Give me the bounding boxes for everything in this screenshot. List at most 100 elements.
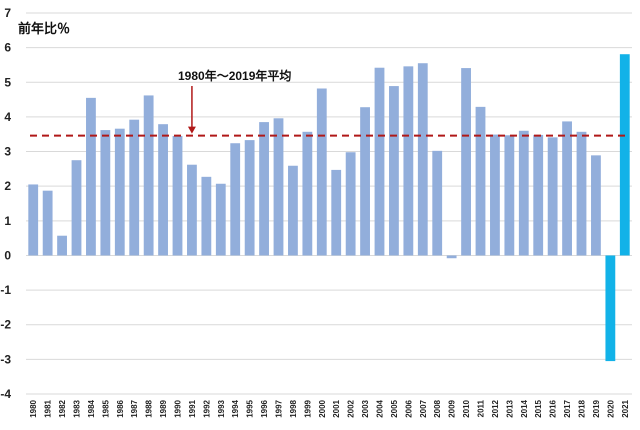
y-axis-label: 前年比％ xyxy=(18,21,70,36)
x-tick-label: 1985 xyxy=(101,399,110,417)
bar-2007 xyxy=(417,63,428,256)
x-tick-label: 1992 xyxy=(202,399,211,417)
bar-2009 xyxy=(446,255,457,259)
bar-2001 xyxy=(331,169,342,256)
x-tick-label: 1999 xyxy=(303,399,312,417)
bar-2018 xyxy=(576,131,587,256)
x-tick-label: 2007 xyxy=(419,399,428,417)
x-tick-label: 2019 xyxy=(592,399,601,417)
bar-1982 xyxy=(57,235,67,256)
x-tick-label: 1998 xyxy=(289,399,298,417)
y-tick-label: 5 xyxy=(4,75,11,89)
y-tick-label: 1 xyxy=(4,214,11,228)
bar-2021 xyxy=(619,54,630,256)
y-tick-label: 7 xyxy=(4,6,11,20)
x-tick-label: 2018 xyxy=(578,399,587,417)
bar-2005 xyxy=(389,86,399,256)
x-tick-label: 2001 xyxy=(332,399,341,417)
bar-2000 xyxy=(316,88,327,256)
x-tick-label: 2017 xyxy=(563,399,572,417)
x-tick-label: 1990 xyxy=(174,399,183,417)
y-tick-label: -3 xyxy=(0,352,11,366)
x-tick-label: 2014 xyxy=(520,399,529,417)
bar-1986 xyxy=(114,128,125,256)
y-tick-label: 0 xyxy=(4,248,11,262)
x-tick-label: 2011 xyxy=(477,399,486,417)
bar-2011 xyxy=(475,106,486,256)
bar-1983 xyxy=(71,160,82,256)
bar-1993 xyxy=(215,183,226,256)
bar-2010 xyxy=(461,68,471,256)
bars xyxy=(28,54,630,362)
bar-2004 xyxy=(374,67,385,256)
x-tick-label: 1987 xyxy=(130,399,139,417)
x-tick-label: 1986 xyxy=(116,399,125,417)
bar-2014 xyxy=(518,130,529,256)
x-tick-label: 1988 xyxy=(145,399,154,417)
x-tick-label: 2000 xyxy=(318,399,327,417)
x-tick-label: 1997 xyxy=(275,399,284,417)
x-tick-label: 2015 xyxy=(534,399,543,417)
bar-2016 xyxy=(547,137,558,256)
bar-1995 xyxy=(244,140,255,256)
bar-1997 xyxy=(273,118,284,256)
bar-1994 xyxy=(230,143,241,256)
x-tick-label: 2008 xyxy=(433,399,442,417)
bar-1999 xyxy=(302,131,313,256)
x-tick-label: 2012 xyxy=(491,399,500,417)
x-tick-label: 1994 xyxy=(231,399,240,417)
x-tick-label: 1995 xyxy=(246,399,255,417)
bar-1981 xyxy=(42,190,53,256)
x-tick-label: 1996 xyxy=(260,399,269,417)
x-axis-ticks: 1980 1981 1982 1983 1984 1985 1986 1987 1988 1989… xyxy=(29,399,630,417)
x-tick-label: 1982 xyxy=(58,399,67,417)
x-tick-label: 2004 xyxy=(376,399,385,417)
x-tick-label: 2021 xyxy=(621,399,630,417)
y-axis-ticks: -4 -3 -2 -1 0 1 2 3 4 5 6 7 xyxy=(0,6,11,401)
average-annotation-label: 1980年～2019年平均 xyxy=(178,68,291,83)
y-tick-label: 4 xyxy=(4,110,11,124)
x-tick-label: 1991 xyxy=(188,399,197,417)
x-tick-label: 2016 xyxy=(549,399,558,417)
x-tick-label: 2020 xyxy=(606,399,615,417)
bar-1990 xyxy=(172,135,183,256)
bar-1987 xyxy=(129,119,140,256)
bar-2017 xyxy=(562,121,572,256)
grid-lines xyxy=(26,12,632,395)
bar-1985 xyxy=(100,130,111,256)
bar-2013 xyxy=(504,135,515,256)
bar-2020 xyxy=(605,255,616,362)
x-tick-label: 2013 xyxy=(505,399,514,417)
x-tick-label: 1981 xyxy=(44,399,53,417)
bar-1988 xyxy=(143,95,154,256)
x-tick-label: 1993 xyxy=(217,399,226,417)
annotation-arrowhead xyxy=(187,126,196,134)
x-tick-label: 2010 xyxy=(462,399,471,417)
x-tick-label: 2003 xyxy=(361,399,370,417)
bar-1991 xyxy=(187,164,197,256)
bar-1980 xyxy=(28,184,39,256)
bar-1984 xyxy=(86,97,96,256)
x-tick-label: 1989 xyxy=(159,399,168,417)
y-tick-label: 2 xyxy=(4,179,11,193)
y-tick-label: 3 xyxy=(4,145,11,159)
bar-1996 xyxy=(259,122,269,256)
bar-2019 xyxy=(591,155,601,256)
x-tick-label: 2005 xyxy=(390,399,399,417)
bar-1992 xyxy=(201,176,212,256)
x-tick-label: 2006 xyxy=(404,399,413,417)
x-tick-label: 1983 xyxy=(73,399,82,417)
bar-1989 xyxy=(158,124,168,256)
y-tick-label: 6 xyxy=(4,41,11,55)
x-tick-label: 1980 xyxy=(29,399,38,417)
bar-1998 xyxy=(288,165,298,256)
bar-2002 xyxy=(345,152,356,256)
bar-2008 xyxy=(432,150,443,256)
y-tick-label: -4 xyxy=(0,387,11,401)
bar-2003 xyxy=(360,107,370,256)
y-tick-label: -2 xyxy=(0,318,11,332)
bar-2006 xyxy=(403,66,414,256)
x-tick-label: 2009 xyxy=(448,399,457,417)
bar-2012 xyxy=(490,134,500,256)
